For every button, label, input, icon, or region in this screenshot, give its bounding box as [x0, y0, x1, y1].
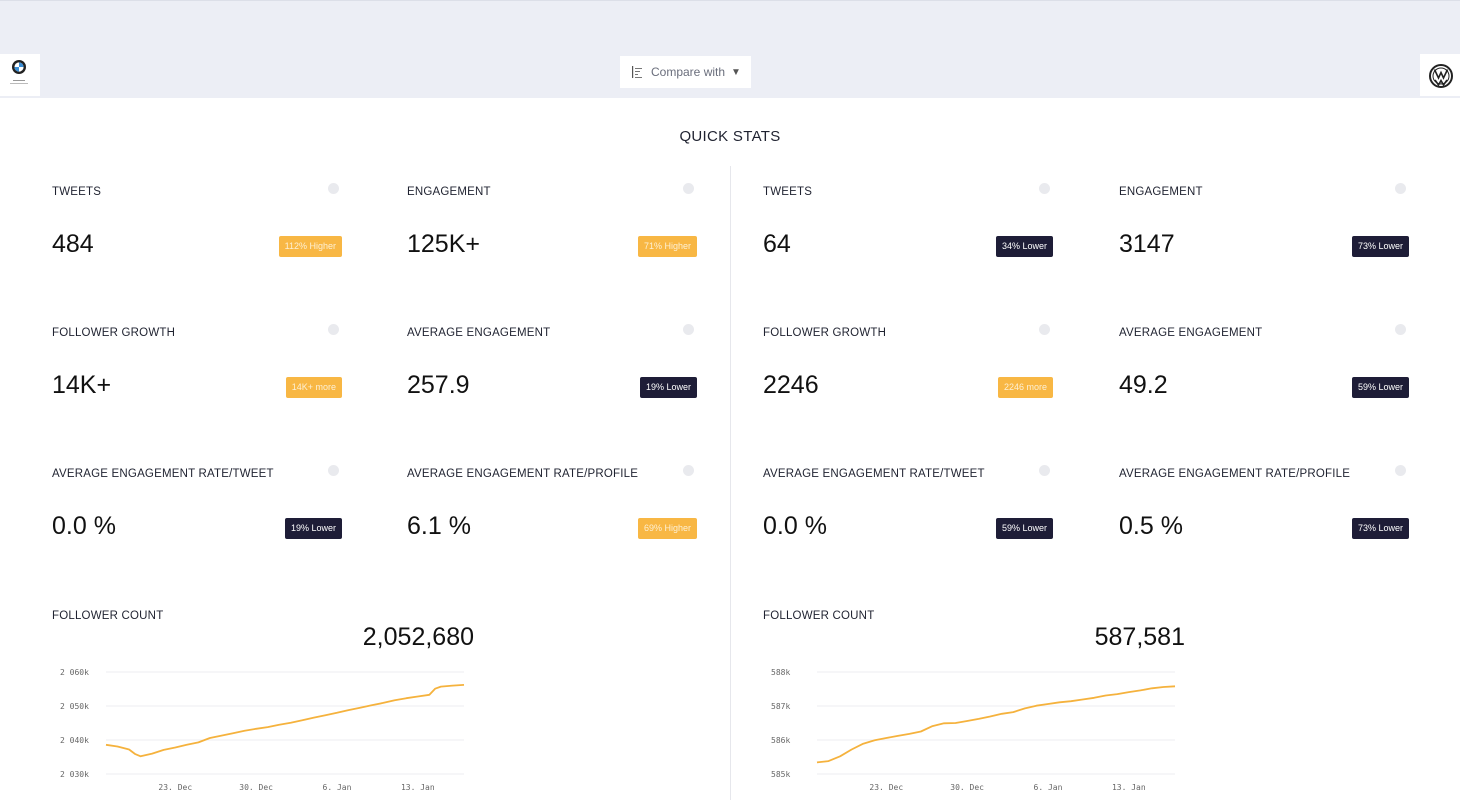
- comparison-badge: 19% Lower: [284, 518, 342, 539]
- y-tick-label: 586k: [771, 736, 790, 745]
- left-average-engagement-card: AVERAGE ENGAGEMENT 257.9 19% Lower: [407, 324, 697, 437]
- y-tick-label: 588k: [771, 668, 790, 677]
- stat-label: AVERAGE ENGAGEMENT: [1119, 327, 1263, 339]
- stat-value: 6.1 %: [407, 512, 471, 540]
- right-avg-rate-tweet-card: AVERAGE ENGAGEMENT RATE/TWEET 0.0 % 59% …: [763, 465, 1053, 578]
- y-tick-label: 2 050k: [60, 702, 89, 711]
- info-icon[interactable]: [1395, 465, 1406, 476]
- comparison-badge: 59% Lower: [995, 518, 1053, 539]
- comparison-badge: 69% Higher: [637, 518, 697, 539]
- info-icon[interactable]: [1039, 465, 1050, 476]
- comparison-badge: 71% Higher: [637, 236, 697, 257]
- comparison-badge: 2246 more: [997, 377, 1053, 398]
- comparison-badge: 19% Lower: [639, 377, 697, 398]
- stat-label: AVERAGE ENGAGEMENT: [407, 327, 551, 339]
- right-avg-rate-profile-card: AVERAGE ENGAGEMENT RATE/PROFILE 0.5 % 73…: [1119, 465, 1409, 578]
- sort-icon: [632, 66, 642, 78]
- chevron-down-icon: ▼: [731, 66, 741, 78]
- left-engagement-card: ENGAGEMENT 125K+ 71% Higher: [407, 183, 697, 296]
- info-icon[interactable]: [683, 465, 694, 476]
- stat-value: 49.2: [1119, 371, 1168, 399]
- y-tick-label: 2 030k: [60, 770, 89, 779]
- comparison-badge: 112% Higher: [278, 236, 342, 257]
- stat-label: ENGAGEMENT: [407, 186, 491, 198]
- left-avg-rate-profile-card: AVERAGE ENGAGEMENT RATE/PROFILE 6.1 % 69…: [407, 465, 697, 578]
- x-tick-label: 6. Jan: [1034, 783, 1063, 792]
- bmw-logo-icon[interactable]: [0, 54, 40, 96]
- info-icon[interactable]: [1039, 183, 1050, 194]
- stat-label: ENGAGEMENT: [1119, 186, 1203, 198]
- comparison-badge: 73% Lower: [1351, 518, 1409, 539]
- compare-with-label: Compare with: [651, 65, 726, 79]
- volkswagen-logo-icon[interactable]: [1420, 54, 1460, 96]
- follower-count-total: 2,052,680: [362, 623, 474, 651]
- info-icon[interactable]: [328, 465, 339, 476]
- x-tick-label: 13. Jan: [401, 783, 435, 792]
- left-avg-rate-tweet-card: AVERAGE ENGAGEMENT RATE/TWEET 0.0 % 19% …: [52, 465, 342, 578]
- stat-value: 125K+: [407, 230, 480, 258]
- right-engagement-card: ENGAGEMENT 3147 73% Lower: [1119, 183, 1409, 296]
- stat-label: AVERAGE ENGAGEMENT RATE/TWEET: [52, 468, 274, 480]
- info-icon[interactable]: [328, 324, 339, 335]
- x-tick-label: 30. Dec: [239, 783, 273, 792]
- stat-label: AVERAGE ENGAGEMENT RATE/PROFILE: [407, 468, 639, 480]
- stat-label: FOLLOWER GROWTH: [763, 327, 887, 339]
- x-tick-label: 30. Dec: [950, 783, 984, 792]
- left-tweets-card: TWEETS 484 112% Higher: [52, 183, 342, 296]
- stat-value: 257.9: [407, 371, 470, 399]
- x-tick-label: 23. Dec: [869, 783, 903, 792]
- info-icon[interactable]: [1039, 324, 1050, 335]
- info-icon[interactable]: [683, 324, 694, 335]
- stat-label: AVERAGE ENGAGEMENT RATE/TWEET: [763, 468, 985, 480]
- comparison-badge: 14K+ more: [285, 377, 342, 398]
- stat-value: 3147: [1119, 230, 1175, 258]
- stat-value: 0.5 %: [1119, 512, 1183, 540]
- info-icon[interactable]: [683, 183, 694, 194]
- stat-label: TWEETS: [763, 186, 813, 198]
- stat-value: 0.0 %: [763, 512, 827, 540]
- y-tick-label: 585k: [771, 770, 790, 779]
- info-icon[interactable]: [1395, 324, 1406, 335]
- comparison-badge: 59% Lower: [1351, 377, 1409, 398]
- top-bar: Compare with ▼: [0, 0, 1460, 98]
- compare-with-button[interactable]: Compare with ▼: [620, 56, 751, 88]
- stat-label: AVERAGE ENGAGEMENT RATE/PROFILE: [1119, 468, 1351, 480]
- y-tick-label: 2 040k: [60, 736, 89, 745]
- comparison-badge: 34% Lower: [995, 236, 1053, 257]
- follower-count-total: 587,581: [1094, 623, 1185, 651]
- column-divider: [730, 166, 731, 800]
- stat-value: 2246: [763, 371, 819, 399]
- x-tick-label: 13. Jan: [1112, 783, 1146, 792]
- info-icon[interactable]: [1395, 183, 1406, 194]
- series-line: [105, 684, 465, 758]
- stat-label: TWEETS: [52, 186, 102, 198]
- follower-count-label: FOLLOWER COUNT: [52, 610, 164, 622]
- quick-stats-panel: QUICK STATS TWEETS 484 112% Higher ENGAG…: [0, 98, 1460, 800]
- stat-value: 484: [52, 230, 94, 258]
- right-tweets-card: TWEETS 64 34% Lower: [763, 183, 1053, 296]
- comparison-badge: 73% Lower: [1351, 236, 1409, 257]
- right-average-engagement-card: AVERAGE ENGAGEMENT 49.2 59% Lower: [1119, 324, 1409, 437]
- follower-count-chart[interactable]: 585k 586k 587k 588k 23. Dec 30. Dec 6. Jan 13. …: [763, 664, 1183, 800]
- y-tick-label: 2 060k: [60, 668, 89, 677]
- series-line: [816, 685, 1176, 764]
- stat-label: FOLLOWER GROWTH: [52, 327, 176, 339]
- info-icon[interactable]: [328, 183, 339, 194]
- section-title: QUICK STATS: [679, 128, 781, 145]
- left-follower-growth-card: FOLLOWER GROWTH 14K+ 14K+ more: [52, 324, 342, 437]
- stat-value: 14K+: [52, 371, 112, 399]
- stat-value: 0.0 %: [52, 512, 116, 540]
- y-tick-label: 587k: [771, 702, 790, 711]
- x-tick-label: 6. Jan: [323, 783, 352, 792]
- follower-count-label: FOLLOWER COUNT: [763, 610, 875, 622]
- x-tick-label: 23. Dec: [158, 783, 192, 792]
- right-follower-growth-card: FOLLOWER GROWTH 2246 2246 more: [763, 324, 1053, 437]
- stat-value: 64: [763, 230, 791, 258]
- follower-count-chart[interactable]: 2 030k 2 040k 2 050k 2 060k 23. Dec 30. Dec 6.…: [52, 664, 472, 800]
